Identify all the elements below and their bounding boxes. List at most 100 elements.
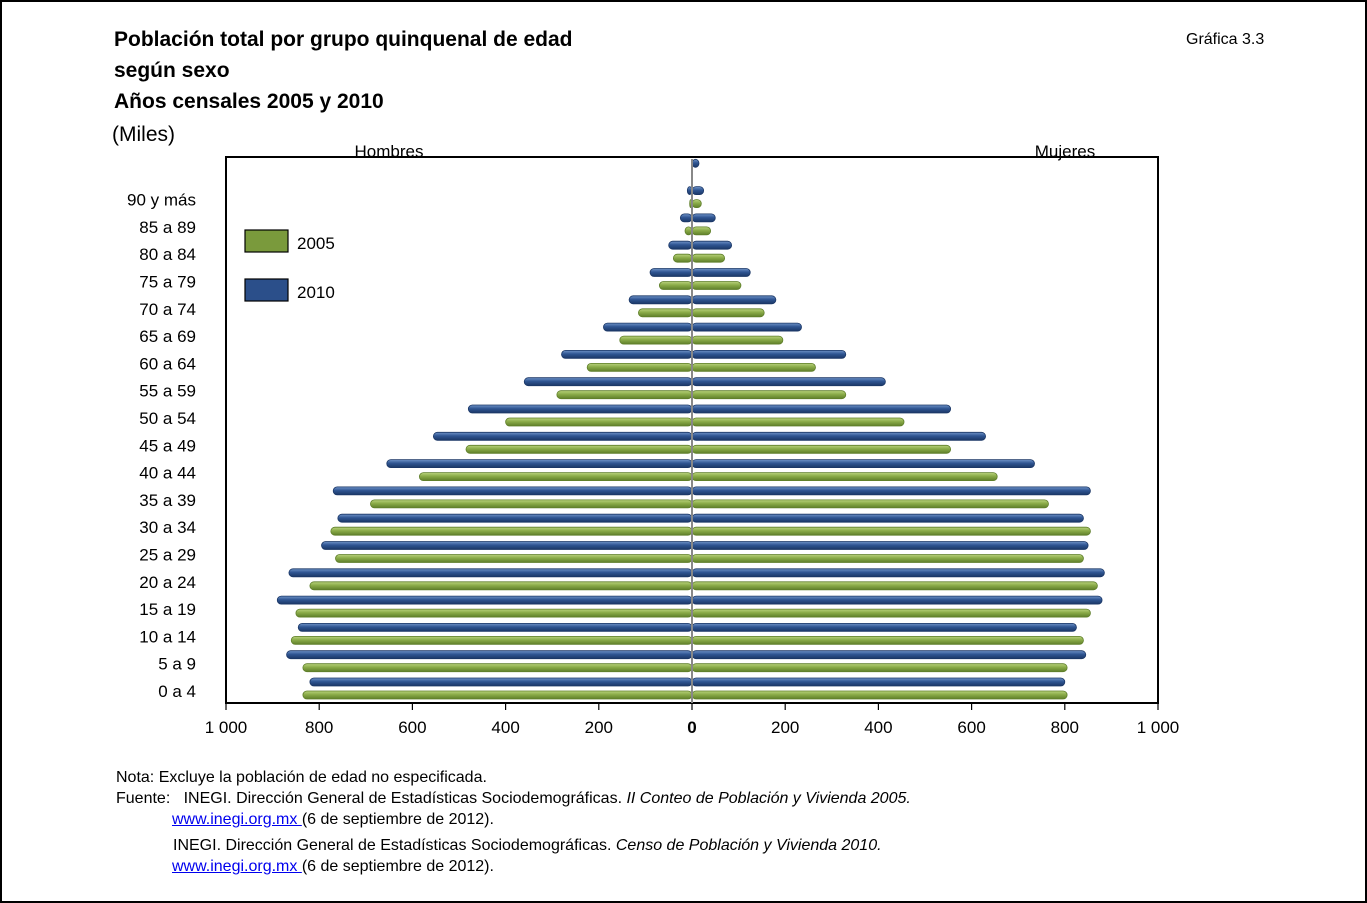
y-tick-label: 40 a 44 — [139, 464, 196, 483]
bar-2010-women — [691, 677, 1066, 687]
legend-swatch-2005 — [244, 229, 289, 253]
bar-2010-men — [386, 459, 693, 469]
source2-date: (6 de septiembre de 2012). — [301, 858, 494, 875]
y-tick-label: 90 y más — [127, 191, 196, 210]
x-tick-label: 400 — [864, 718, 892, 737]
y-tick-label: 35 a 39 — [139, 491, 196, 510]
bar-2010-men — [288, 568, 693, 578]
bar-2010-women — [691, 377, 886, 387]
bar-2005-men — [335, 554, 693, 563]
source1-link[interactable]: www.inegi.org.mx — [172, 811, 302, 828]
bar-2010-women — [691, 268, 751, 277]
y-tick-label: 80 a 84 — [139, 245, 196, 264]
bar-2005-men — [556, 390, 693, 400]
bar-2010-men — [628, 295, 693, 305]
source2-prefix: INEGI. Dirección General de Estadísticas… — [173, 837, 616, 854]
bar-2010-women — [691, 541, 1089, 550]
bar-2005-women — [691, 581, 1098, 591]
bar-2005-women — [691, 526, 1091, 536]
y-tick-label: 60 a 64 — [139, 354, 196, 373]
bar-2005-men — [505, 417, 693, 427]
source-label: Fuente: — [116, 790, 171, 807]
x-tick-label: 1 000 — [1137, 718, 1180, 737]
bar-2005-women — [691, 308, 765, 318]
right-side-label: Mujeres — [1035, 142, 1095, 161]
bar-2010-men — [332, 486, 693, 496]
x-tick-label: 0 — [687, 718, 696, 737]
y-tick-label: 10 a 14 — [139, 627, 196, 646]
bar-2010-men — [603, 322, 693, 332]
bar-2005-men — [302, 663, 693, 673]
y-tick-label: 5 a 9 — [158, 655, 196, 674]
source2-title: Censo de Población y Vivienda 2010. — [615, 837, 882, 854]
bar-2005-men — [302, 690, 693, 700]
bar-2010-women — [691, 404, 952, 414]
x-tick-label: 600 — [398, 718, 426, 737]
bar-2010-women — [691, 650, 1087, 660]
y-tick-label: 75 a 79 — [139, 273, 196, 292]
y-tick-label: 65 a 69 — [139, 327, 196, 346]
bar-2005-women — [691, 253, 726, 263]
source-line-2: INEGI. Dirección General de Estadísticas… — [116, 835, 911, 856]
bar-2010-women — [691, 568, 1105, 578]
legend-label-2010: 2010 — [297, 283, 335, 302]
bar-2010-women — [691, 186, 705, 196]
x-tick-label: 200 — [771, 718, 799, 737]
y-tick-label: 25 a 29 — [139, 546, 196, 565]
chart-title: Población total por grupo quinquenal de … — [114, 24, 573, 117]
bar-2010-men — [321, 541, 693, 550]
bar-2010-men — [297, 623, 693, 632]
bar-2005-men — [619, 335, 693, 345]
bar-2010-men — [286, 650, 693, 660]
bar-2010-women — [691, 295, 777, 305]
bar-2005-men — [295, 608, 693, 618]
bar-2010-women — [691, 486, 1091, 496]
bar-2010-women — [691, 595, 1103, 605]
y-tick-label: 30 a 34 — [139, 518, 196, 537]
y-tick-label: 15 a 19 — [139, 600, 196, 619]
bar-2005-men — [672, 253, 693, 263]
title-line-2: según sexo — [114, 59, 230, 82]
bar-2005-men — [684, 226, 693, 236]
bar-2010-women — [691, 459, 1035, 469]
units-label: (Miles) — [112, 123, 175, 146]
title-line-1: Población total por grupo quinquenal de … — [114, 28, 573, 51]
bar-2010-women — [691, 513, 1084, 523]
source-line-1: Fuente: INEGI. Dirección General de Esta… — [116, 788, 911, 809]
source2-link[interactable]: www.inegi.org.mx — [172, 858, 302, 875]
bar-2005-women — [691, 362, 816, 372]
y-tick-label: 50 a 54 — [139, 409, 196, 428]
bar-2010-women — [691, 322, 802, 332]
y-tick-label: 70 a 74 — [139, 300, 196, 319]
y-tick-label: 0 a 4 — [158, 682, 196, 701]
bar-2010-women — [691, 623, 1077, 632]
bar-2005-men — [309, 581, 693, 591]
bar-2005-women — [691, 663, 1068, 673]
bar-2010-women — [691, 240, 733, 250]
bar-2005-women — [691, 417, 905, 427]
bar-2005-men — [465, 444, 693, 454]
bar-2010-men — [467, 404, 693, 414]
bar-2005-men — [330, 526, 693, 536]
bar-2010-women — [691, 349, 847, 359]
x-tick-label: 200 — [585, 718, 613, 737]
source1-title: II Conteo de Población y Vivienda 2005. — [626, 790, 911, 807]
bar-2010-men — [649, 268, 693, 277]
bar-2005-women — [691, 499, 1049, 509]
x-tick-label: 400 — [491, 718, 519, 737]
x-tick-label: 800 — [305, 718, 333, 737]
bar-2010-men — [679, 213, 693, 223]
bar-2010-men — [309, 677, 693, 687]
bar-2010-men — [337, 513, 693, 523]
bar-2010-men — [668, 240, 693, 250]
bar-2005-men — [418, 472, 693, 482]
bar-2005-women — [691, 554, 1084, 563]
bar-2005-women — [691, 608, 1091, 618]
note-text: Nota: Excluye la población de edad no es… — [116, 769, 487, 786]
source1-date: (6 de septiembre de 2012). — [301, 811, 494, 828]
y-tick-label: 85 a 89 — [139, 218, 196, 237]
bar-2010-women — [691, 158, 700, 168]
bar-2010-men — [561, 349, 693, 359]
bar-2005-men — [586, 362, 693, 372]
